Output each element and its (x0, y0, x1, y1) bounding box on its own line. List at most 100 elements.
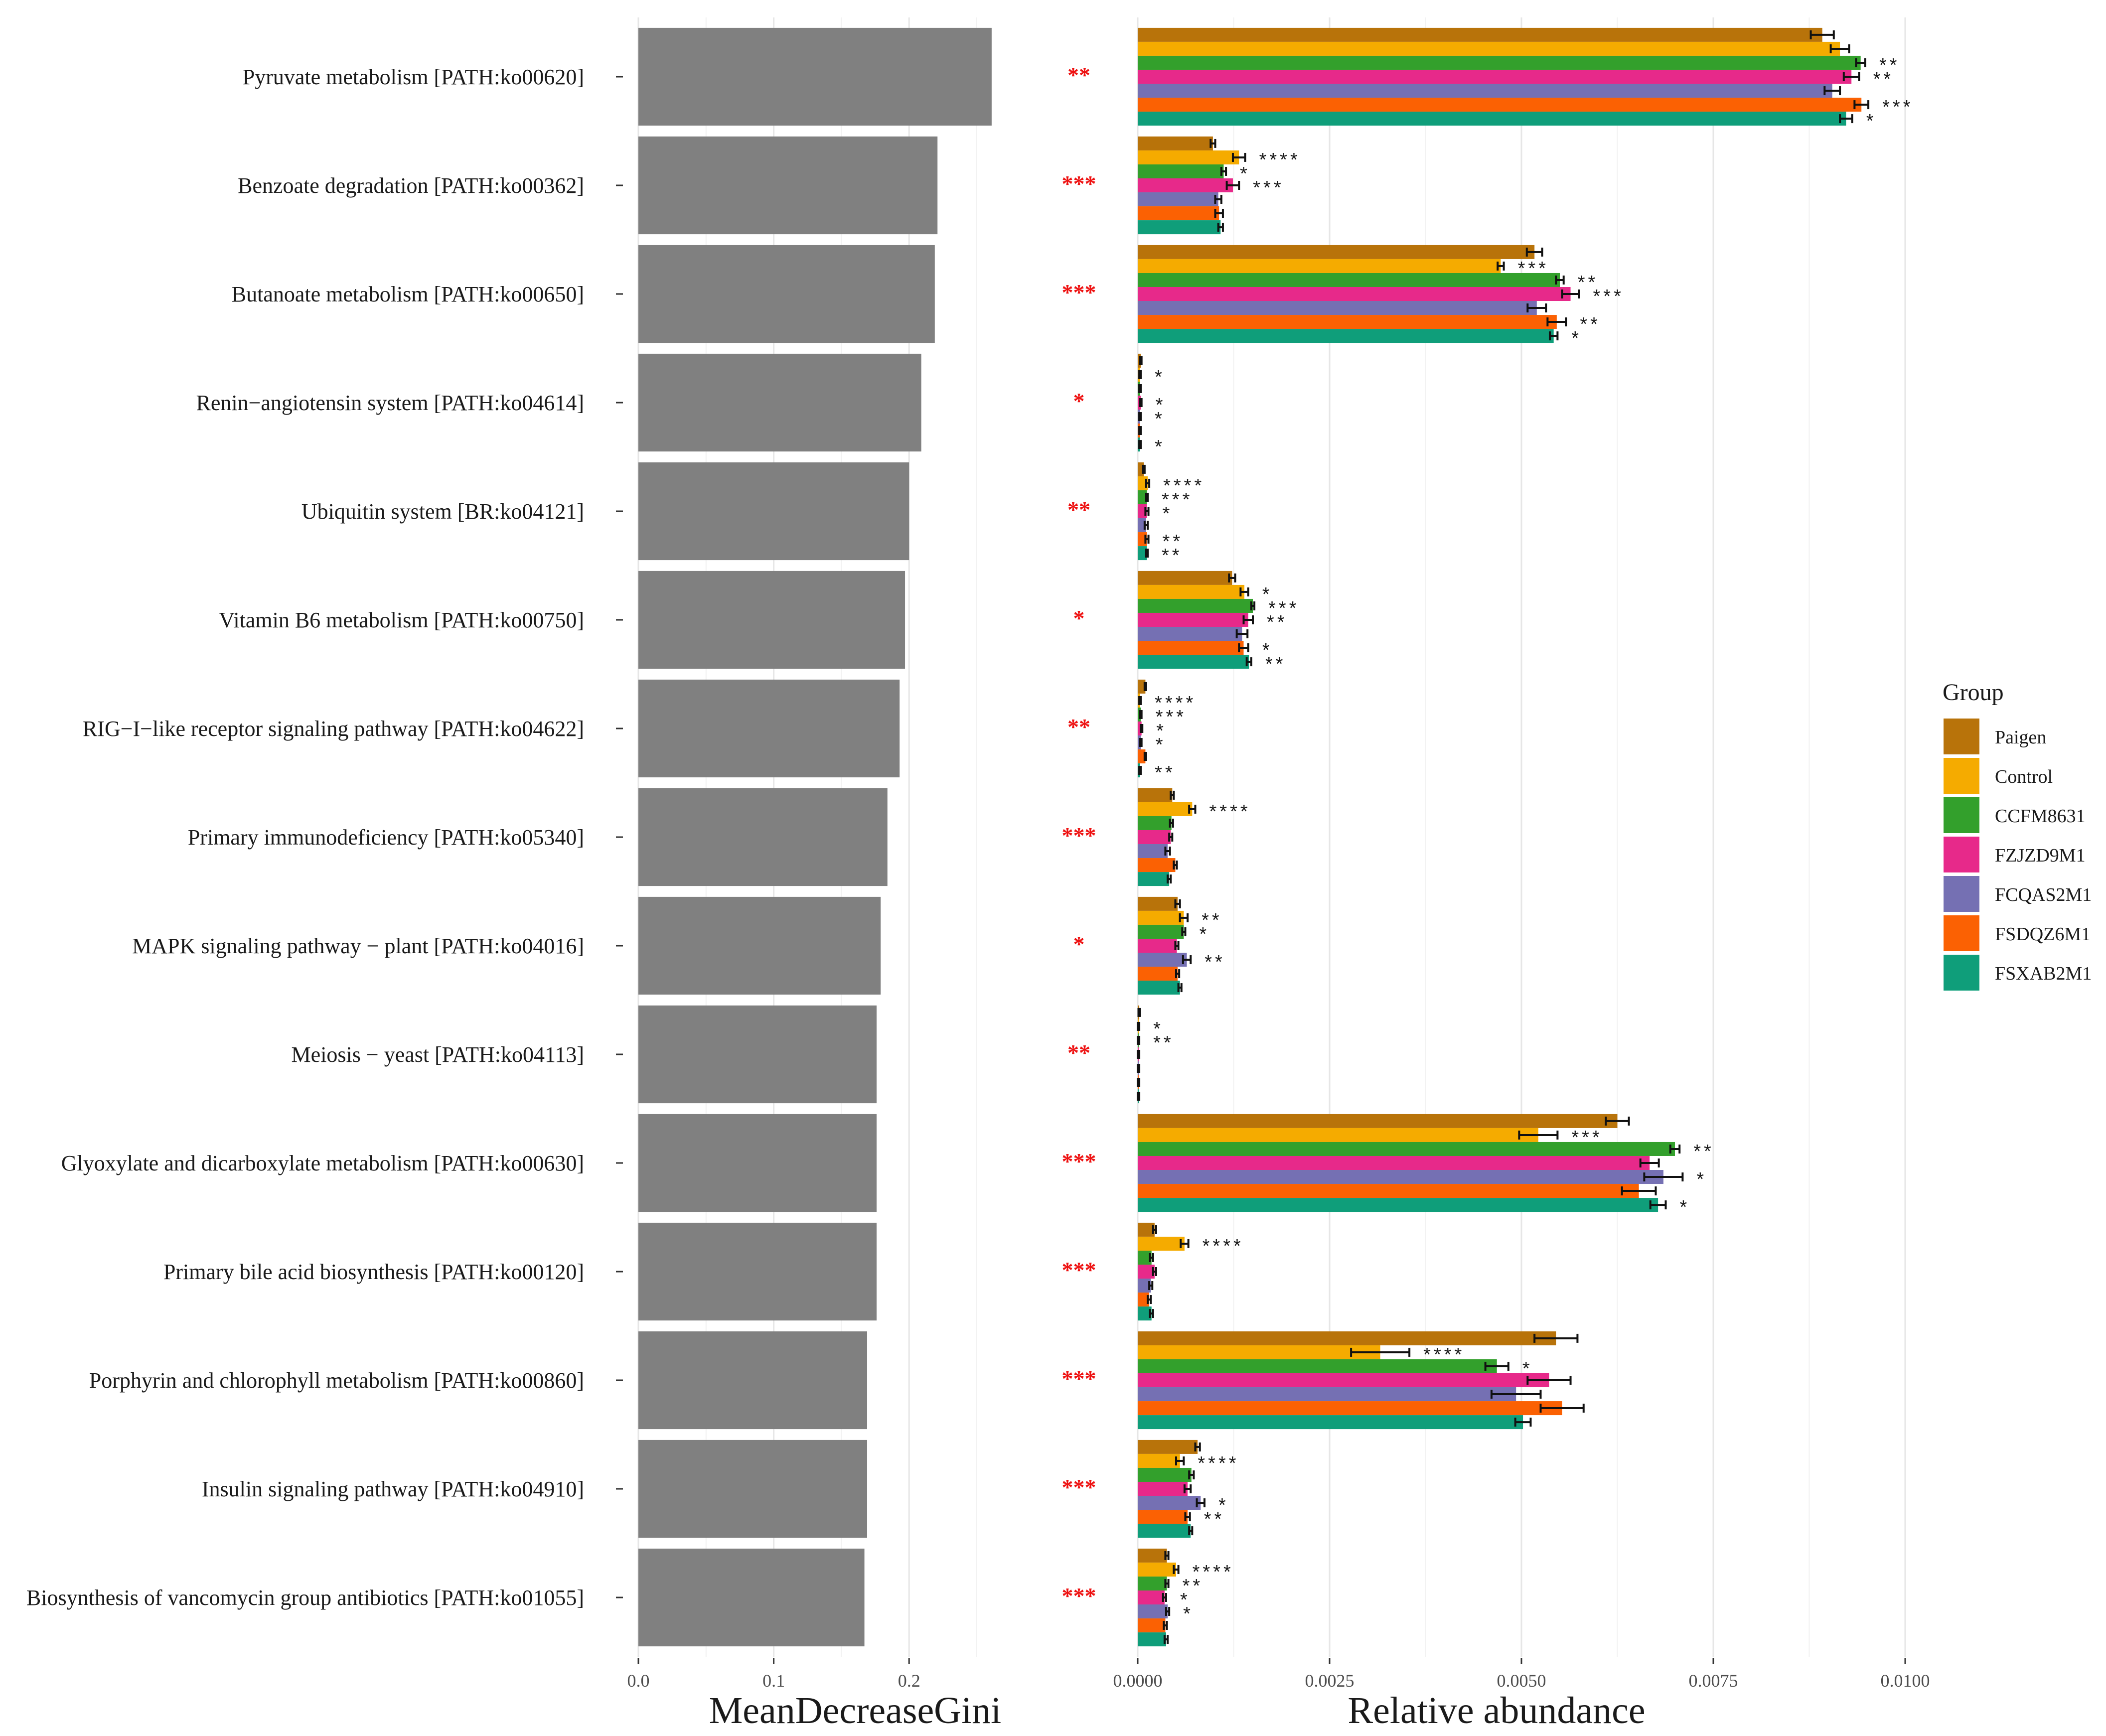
group-significance-stars: ** (1267, 612, 1288, 633)
abundance-x-tick-label: 0.0025 (1305, 1671, 1354, 1691)
pathway-label: MAPK signaling pathway − plant [PATH:ko0… (132, 934, 584, 958)
legend-key-fcqas2m1 (1944, 876, 1979, 912)
group-significance-stars: * (1199, 924, 1209, 945)
group-significance-stars: * (1571, 328, 1582, 349)
abundance-bar-fsdqz6m1 (1138, 98, 1862, 112)
abundance-bar-fzjzd9m1 (1138, 721, 1142, 736)
legend-label: Control (1995, 766, 2053, 787)
legend-label: Paigen (1995, 727, 2046, 748)
abundance-bar-ccfm8631 (1138, 273, 1560, 287)
abundance-bar-control (1138, 802, 1193, 816)
legend-label: FCQAS2M1 (1995, 884, 2092, 905)
group-significance-stars: * (1156, 395, 1166, 416)
abundance-bar-fzjzd9m1 (1138, 1481, 1188, 1496)
group-significance-stars: **** (1155, 693, 1196, 714)
group-significance-stars: **** (1198, 1453, 1239, 1474)
abundance-bar-ccfm8631 (1138, 55, 1861, 70)
abundance-bar-fsdqz6m1 (1138, 967, 1178, 981)
abundance-bar-control (1138, 41, 1840, 56)
significance-marker: *** (1062, 280, 1096, 305)
pathway-label: Biosynthesis of vancomycin group antibio… (26, 1586, 584, 1610)
legend-key-control (1944, 758, 1979, 794)
abundance-bar-control (1138, 1453, 1180, 1468)
gini-x-tick-label: 0.0 (627, 1671, 650, 1691)
pathway-label: Meiosis − yeast [PATH:ko04113] (292, 1042, 584, 1067)
abundance-bar-fzjzd9m1 (1138, 1373, 1549, 1388)
group-significance-stars: ** (1204, 1509, 1225, 1530)
abundance-bar-control (1138, 259, 1501, 273)
gini-x-tick-label: 0.2 (898, 1671, 920, 1691)
abundance-bar-fzjzd9m1 (1138, 178, 1233, 193)
pathway-label: Porphyrin and chlorophyll metabolism [PA… (89, 1368, 584, 1393)
group-significance-stars: * (1183, 1603, 1194, 1624)
abundance-bar-fsxab2m1 (1138, 981, 1180, 995)
abundance-bar-fsdqz6m1 (1138, 206, 1219, 221)
pathway-label: Primary immunodeficiency [PATH:ko05340] (188, 825, 584, 850)
group-significance-stars: ** (1155, 762, 1176, 783)
abundance-bar-control (1138, 1236, 1185, 1251)
gini-bar (638, 1005, 877, 1104)
abundance-bar-fsdqz6m1 (1138, 1510, 1188, 1524)
abundance-bar-ccfm8631 (1138, 598, 1253, 613)
abundance-bar-control (1138, 910, 1184, 925)
abundance-bar-fsxab2m1 (1138, 220, 1221, 235)
abundance-bar-fsxab2m1 (1138, 546, 1147, 561)
significance-marker: *** (1062, 1257, 1096, 1283)
abundance-bar-fsdqz6m1 (1138, 858, 1176, 872)
gini-x-tick-label: 0.1 (762, 1671, 785, 1691)
significance-marker: *** (1062, 1366, 1096, 1391)
group-significance-stars: ** (1183, 1576, 1203, 1596)
gini-bar (638, 136, 938, 235)
gini-bar (638, 462, 909, 561)
abundance-panel: 0.0000 0.0025 0.0050 0.0075 0.0100**********… (1113, 17, 1930, 1732)
group-significance-stars: *** (1593, 286, 1624, 307)
gini-bar (638, 353, 921, 452)
group-significance-stars: * (1680, 1197, 1690, 1218)
abundance-bar-fcqas2m1 (1138, 301, 1537, 315)
significance-marker: ** (1067, 62, 1090, 88)
abundance-bar-control (1138, 584, 1245, 599)
abundance-bar-fsdqz6m1 (1138, 749, 1146, 764)
gini-bar (638, 1114, 877, 1212)
abundance-bar-paigen (1138, 1222, 1155, 1237)
abundance-bar-control (1138, 150, 1239, 164)
abundance-bar-paigen (1138, 788, 1173, 802)
gini-bar (638, 571, 905, 669)
legend: Group Paigen Control CCFM8631 FZJZD9M1 FCQAS2… (1943, 679, 2092, 991)
pathway-label: RIG−I−like receptor signaling pathway [P… (83, 717, 584, 741)
abundance-x-tick-label: 0.0000 (1113, 1671, 1163, 1691)
group-significance-stars: ** (1879, 55, 1900, 76)
abundance-bar-fsxab2m1 (1138, 655, 1249, 669)
group-significance-stars: **** (1163, 475, 1204, 496)
gini-bar (638, 1440, 868, 1538)
pathway-label: Butanoate metabolism [PATH:ko00650] (232, 282, 584, 306)
group-significance-stars: ** (1162, 545, 1183, 566)
abundance-bar-paigen (1138, 27, 1822, 42)
abundance-bar-fsdqz6m1 (1138, 1618, 1166, 1633)
legend-key-paigen (1944, 719, 1979, 754)
group-significance-stars: * (1240, 163, 1250, 184)
legend-label: FSXAB2M1 (1995, 963, 2092, 984)
abundance-bar-fsdqz6m1 (1138, 1184, 1639, 1198)
abundance-bar-fcqas2m1 (1138, 192, 1218, 207)
significance-marker: * (1073, 388, 1085, 414)
group-significance-stars: * (1262, 584, 1273, 605)
legend-title: Group (1943, 679, 2004, 706)
group-significance-stars: * (1262, 640, 1273, 661)
group-significance-stars: **** (1203, 1236, 1244, 1257)
group-significance-stars: ** (1873, 69, 1894, 90)
significance-marker: *** (1062, 171, 1096, 196)
abundance-bar-ccfm8631 (1138, 816, 1172, 830)
pathway-label: Vitamin B6 metabolism [PATH:ko00750] (219, 608, 584, 632)
legend-key-fsdqz6m1 (1944, 915, 1979, 951)
pathway-label: Primary bile acid biosynthesis [PATH:ko0… (163, 1260, 584, 1284)
abundance-bar-fsxab2m1 (1138, 1198, 1658, 1212)
group-significance-stars: **** (1193, 1562, 1234, 1583)
abundance-bar-fzjzd9m1 (1138, 1264, 1155, 1279)
abundance-bar-fcqas2m1 (1138, 1604, 1168, 1619)
gini-bar (638, 679, 900, 778)
group-significance-stars: * (1155, 367, 1165, 388)
gini-bar (638, 1331, 868, 1430)
significance-column: *********************************** (1062, 62, 1096, 1608)
abundance-bar-paigen (1138, 1548, 1167, 1563)
